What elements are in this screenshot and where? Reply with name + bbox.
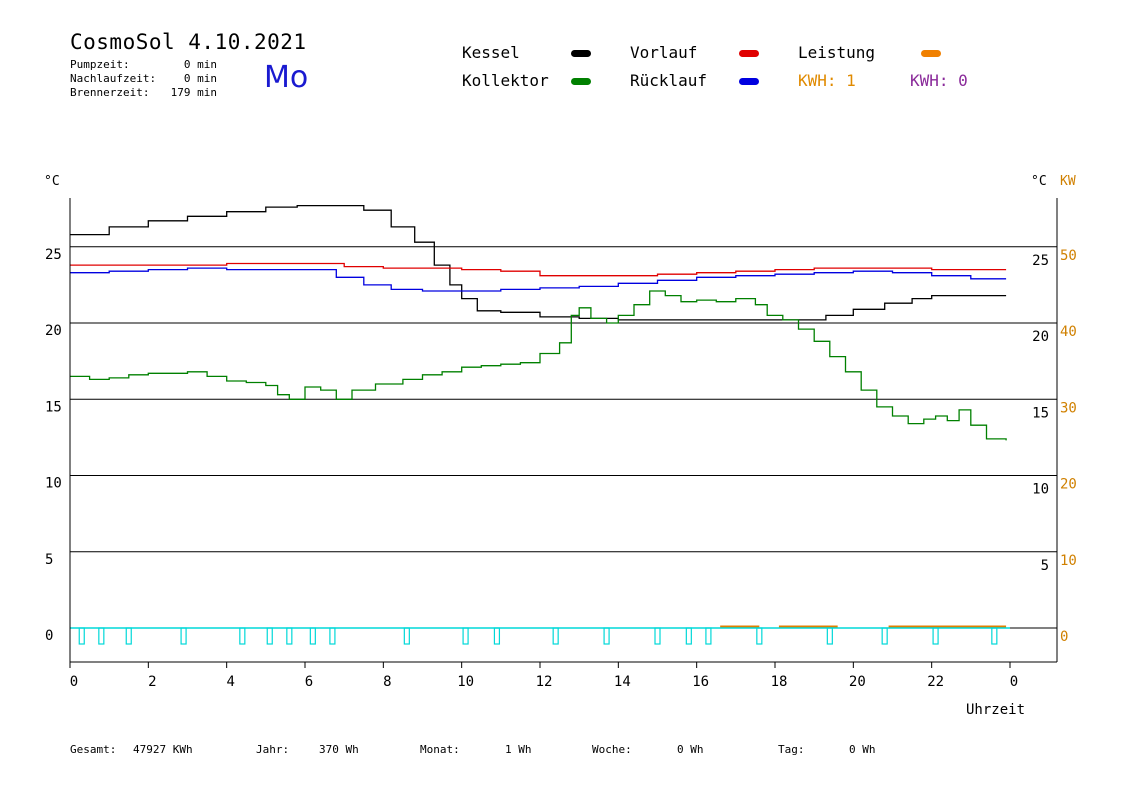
legend-kessel-swatch: [571, 50, 591, 57]
y-right-tick-label: 10: [1032, 482, 1049, 498]
y-right-unit: °C: [1031, 174, 1047, 189]
y-left-tick-label: 25: [45, 247, 62, 263]
info-value: 0 min: [183, 58, 217, 71]
footer-tag-value: 0 Wh: [849, 743, 876, 756]
y-left-tick-label: 0: [45, 628, 53, 644]
y-right-kw-tick-label: 0: [1060, 629, 1068, 645]
info-label: Brennerzeit:: [70, 86, 150, 99]
x-tick-label: 2: [148, 674, 156, 690]
y-right-kw-unit: KW: [1060, 174, 1076, 189]
pump-marker: [125, 627, 132, 645]
y-right-tick-label: 5: [1041, 558, 1049, 574]
info-brennerzeit: Brennerzeit: 179 min: [70, 86, 217, 99]
x-tick-label: 22: [927, 674, 944, 690]
pump-marker: [286, 627, 293, 645]
pump-marker: [98, 627, 105, 645]
pump-marker: [309, 627, 316, 645]
y-right-kw-tick-label: 20: [1060, 477, 1077, 493]
pump-marker: [685, 627, 692, 645]
footer-jahr-value: 370 Wh: [319, 743, 359, 756]
y-left-tick-label: 20: [45, 323, 62, 339]
series-kollektor-line: [70, 290, 1007, 441]
x-tick-label: 14: [614, 674, 631, 690]
pump-marker: [654, 627, 661, 645]
footer-monat-label: Monat:: [420, 743, 460, 756]
info-value: 179 min: [170, 86, 217, 99]
footer-woche-value: 0 Wh: [677, 743, 704, 756]
x-tick-label: 20: [849, 674, 866, 690]
legend-kollektor-swatch: [571, 78, 591, 85]
legend-leistung-swatch: [921, 50, 941, 57]
info-pumpzeit: Pumpzeit: 0 min: [70, 58, 217, 71]
pump-marker: [603, 627, 610, 645]
legend-kwh2: KWH: 0: [910, 71, 968, 90]
y-right-kw-tick-label: 10: [1060, 553, 1077, 569]
page-title: CosmoSol 4.10.2021: [70, 30, 307, 54]
x-axis-label: Uhrzeit: [966, 702, 1025, 718]
y-right-kw-tick-label: 30: [1060, 400, 1077, 416]
x-tick-label: 4: [226, 674, 234, 690]
y-right-tick-label: 15: [1032, 405, 1049, 421]
x-tick-label: 18: [771, 674, 788, 690]
pump-marker: [239, 627, 246, 645]
legend-leistung-label: Leistung: [798, 43, 876, 62]
y-left-tick-label: 15: [45, 399, 62, 415]
y-right-kw-tick-label: 50: [1060, 248, 1077, 264]
pump-marker: [552, 627, 559, 645]
legend-kwh1: KWH: 1: [798, 71, 856, 90]
footer-gesamt-value: 47927 KWh: [133, 743, 193, 756]
y-left-tick-label: 10: [45, 476, 62, 492]
x-tick-label: 16: [692, 674, 709, 690]
pump-marker: [329, 627, 336, 645]
legend-ruecklauf-label: Rücklauf: [630, 71, 708, 90]
pump-marker: [180, 627, 187, 645]
series-rcklauf-line: [70, 267, 1007, 292]
y-right-tick-label: 25: [1032, 253, 1049, 269]
y-right-tick-label: 20: [1032, 329, 1049, 345]
legend-ruecklauf-swatch: [739, 78, 759, 85]
series-vorlauf-line: [70, 262, 1007, 277]
y-right-kw-tick-label: 40: [1060, 324, 1077, 340]
pump-marker: [78, 627, 85, 645]
info-label: Nachlaufzeit:: [70, 72, 157, 85]
footer-gesamt-label: Gesamt:: [70, 743, 117, 756]
pump-marker: [266, 627, 273, 645]
footer-tag-label: Tag:: [778, 743, 805, 756]
pump-marker: [493, 627, 501, 645]
y-left-tick-label: 5: [45, 552, 53, 568]
info-value: 0 min: [183, 72, 217, 85]
legend-kessel-label: Kessel: [462, 43, 520, 62]
footer-monat-value: 1 Wh: [505, 743, 532, 756]
footer-woche-label: Woche:: [592, 743, 632, 756]
legend-vorlauf-swatch: [739, 50, 759, 57]
y-left-unit: °C: [44, 174, 60, 189]
pump-marker: [403, 627, 410, 645]
pump-marker: [826, 627, 833, 645]
legend-vorlauf-label: Vorlauf: [630, 43, 698, 62]
weekday-label: Mo: [264, 60, 309, 95]
info-nachlaufzeit: Nachlaufzeit: 0 min: [70, 72, 217, 85]
pump-marker: [462, 627, 469, 645]
pump-marker: [991, 627, 998, 645]
x-tick-label: 0: [70, 674, 78, 690]
temperature-chart: °C °C KW Uhrzeit 05101520255101520250102…: [44, 174, 1077, 718]
pump-marker: [705, 627, 712, 645]
pump-marker: [932, 627, 939, 645]
x-tick-label: 10: [457, 674, 474, 690]
pump-marker: [756, 627, 763, 645]
info-label: Pumpzeit:: [70, 58, 130, 71]
x-tick-label: 6: [305, 674, 313, 690]
pump-marker: [881, 627, 888, 645]
x-tick-label: 8: [383, 674, 391, 690]
x-tick-label: 12: [536, 674, 553, 690]
footer-jahr-label: Jahr:: [256, 743, 290, 756]
legend-kollektor-label: Kollektor: [462, 71, 549, 90]
series-kessel-line: [70, 204, 1007, 321]
x-tick-label: 0: [1010, 674, 1018, 690]
